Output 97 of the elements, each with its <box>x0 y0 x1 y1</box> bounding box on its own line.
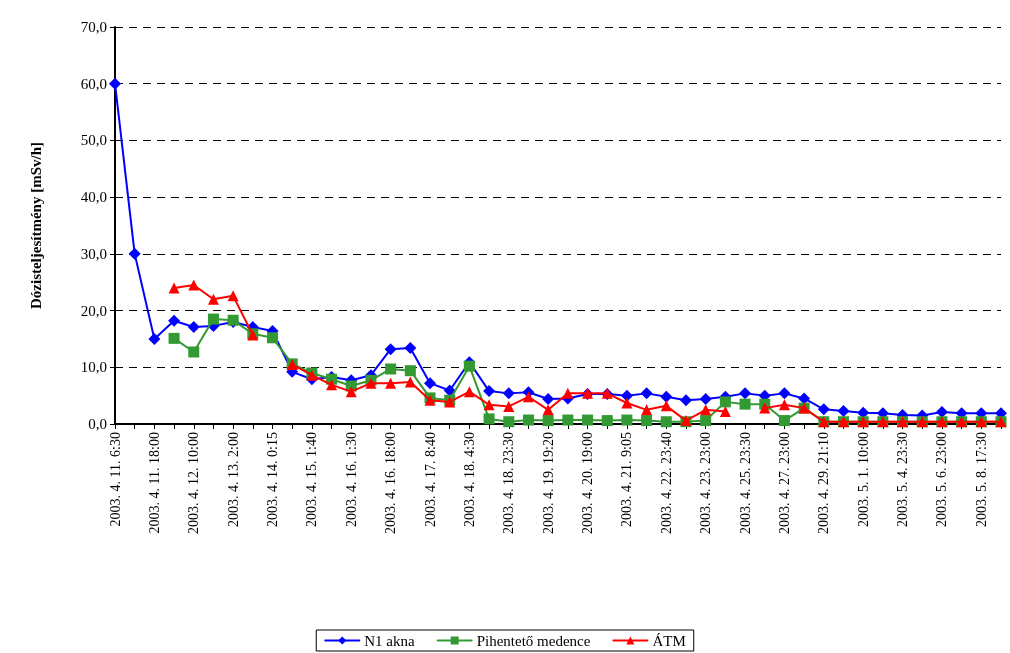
point <box>503 416 515 428</box>
point <box>719 406 731 418</box>
point <box>621 397 633 409</box>
y-tick-label: 70,0 <box>80 19 107 35</box>
point <box>778 387 791 400</box>
x-tick-label: 2003. 5. 4. 23:30 <box>895 432 911 527</box>
point <box>128 247 141 260</box>
point <box>679 394 692 407</box>
y-tick-label: 50,0 <box>80 132 107 149</box>
x-tick-label: 2003. 4. 11. 18:00 <box>146 432 162 534</box>
x-tick-label: 2003. 4. 22. 23:40 <box>658 432 674 534</box>
point <box>168 314 181 327</box>
point <box>187 321 200 334</box>
point <box>424 377 437 390</box>
point <box>542 415 554 427</box>
point <box>660 400 672 412</box>
point <box>483 399 495 411</box>
point <box>483 385 496 398</box>
x-tick-label: 2003. 4. 12. 10:00 <box>186 432 202 534</box>
point <box>483 413 495 425</box>
x-tick-label: 2003. 4. 13. 2:00 <box>225 432 241 527</box>
x-tick-label: 2003. 4. 27. 23:00 <box>776 432 792 534</box>
y-tick-label: 0,0 <box>88 416 107 432</box>
x-tick-label: 2003. 4. 14. 0:15 <box>265 432 281 527</box>
point <box>739 398 751 410</box>
point <box>385 377 397 389</box>
point <box>700 415 712 427</box>
point <box>148 332 161 345</box>
point <box>168 282 180 294</box>
point <box>385 363 397 375</box>
point <box>207 313 219 325</box>
x-tick-label: 2003. 4. 19. 19:20 <box>540 432 556 534</box>
y-tick-label: 40,0 <box>80 189 107 206</box>
y-tick-label: 10,0 <box>80 359 107 376</box>
x-tick-label: 2003. 4. 23. 23:00 <box>698 432 714 534</box>
legend-label: N1 akna <box>364 632 416 649</box>
point <box>582 414 594 426</box>
x-tick-label: 2003. 4. 18. 4:30 <box>461 432 477 527</box>
x-tick-label: 2003. 4. 29. 21:10 <box>816 432 832 534</box>
x-tick-label: 2003. 4. 16. 1:30 <box>343 432 359 527</box>
point <box>267 332 279 344</box>
point <box>207 293 219 305</box>
point <box>188 346 200 358</box>
point <box>227 290 239 302</box>
point <box>188 279 200 291</box>
point <box>641 404 653 416</box>
point <box>326 379 338 391</box>
point <box>660 416 672 428</box>
point <box>404 376 416 388</box>
point <box>641 415 653 427</box>
point <box>837 404 850 417</box>
point <box>601 415 613 427</box>
point <box>503 400 515 412</box>
point <box>778 399 790 411</box>
point <box>778 415 790 427</box>
point <box>168 332 180 344</box>
x-tick-label: 2003. 4. 20. 19:00 <box>580 432 596 534</box>
y-tick-label: 20,0 <box>80 302 107 319</box>
point <box>502 387 515 400</box>
point <box>817 403 830 416</box>
point <box>542 393 555 406</box>
point <box>699 393 712 406</box>
point <box>621 414 633 426</box>
x-tick-label: 2003. 4. 21. 9:05 <box>619 432 635 527</box>
y-axis-title: Dózisteljesítmény [mSv/h] <box>27 141 44 310</box>
x-tick-label: 2003. 4. 15. 1:40 <box>304 432 320 527</box>
x-tick-label: 2003. 4. 18. 23:30 <box>501 432 517 534</box>
point <box>620 389 633 402</box>
legend-label: ÁTM <box>652 632 686 649</box>
point <box>739 387 752 400</box>
point <box>463 360 475 372</box>
x-tick-label: 2003. 5. 6. 23:00 <box>934 432 950 527</box>
point <box>109 77 121 90</box>
point <box>522 414 534 426</box>
point <box>562 387 574 399</box>
point <box>384 343 397 356</box>
point <box>404 342 417 354</box>
legend-label: Pihentető medence <box>476 632 591 649</box>
point <box>522 391 534 403</box>
x-tick-label: 2003. 4. 25. 23:30 <box>737 432 753 534</box>
y-tick-label: 30,0 <box>80 245 107 262</box>
point <box>660 390 673 403</box>
point <box>404 365 416 377</box>
point <box>542 404 554 416</box>
y-tick-label: 60,0 <box>80 75 107 92</box>
point <box>345 386 357 398</box>
point <box>562 414 574 426</box>
x-tick-label: 2003. 4. 11. 6:30 <box>107 432 123 527</box>
x-tick-label: 2003. 5. 8. 17:30 <box>973 432 989 527</box>
point <box>719 396 731 408</box>
x-tick-label: 2003. 4. 17. 8:40 <box>422 432 438 527</box>
x-tick-label: 2003. 4. 16. 18:00 <box>383 432 399 534</box>
point <box>640 387 653 400</box>
point <box>700 404 712 416</box>
point <box>759 402 771 414</box>
point <box>463 386 475 398</box>
x-tick-label: 2003. 5. 1. 10:00 <box>855 432 871 527</box>
